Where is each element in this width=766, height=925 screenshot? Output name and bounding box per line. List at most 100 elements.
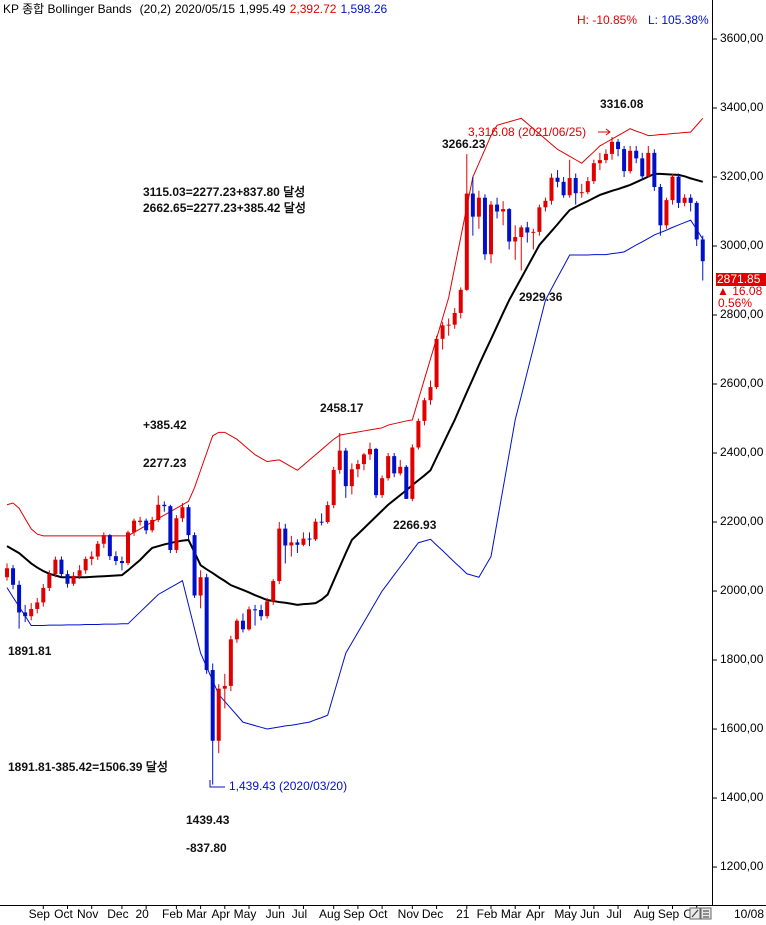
candle-body (126, 532, 130, 564)
candle-body (23, 612, 28, 617)
candle-body (228, 639, 233, 686)
candle-body (53, 559, 58, 575)
candle-body (5, 568, 9, 578)
close: 1,995.49 (239, 2, 286, 16)
x-tick-label: Apr (526, 907, 545, 921)
high-arrow (598, 128, 611, 136)
candle-body (95, 543, 100, 557)
upper: 2,392.72 (290, 2, 337, 16)
candle-body (646, 152, 651, 177)
candle-body (482, 197, 487, 255)
candle-body (622, 149, 627, 172)
candle-body (361, 454, 366, 465)
candle-body (579, 192, 584, 194)
candle-body (585, 181, 590, 193)
candle-body (180, 507, 185, 519)
price-change: ▲ 16.08 (717, 284, 763, 298)
x-tick-label: Mar (186, 907, 207, 921)
candle-body (670, 176, 675, 201)
candle-body (41, 587, 46, 603)
candle-body (319, 521, 324, 523)
candle-body (434, 338, 439, 388)
x-tick-label: Jul (292, 907, 307, 921)
x-tick-label: Feb (162, 907, 183, 921)
candle-body (519, 227, 524, 238)
candle-body (162, 504, 167, 507)
candle-body (368, 448, 372, 455)
candle-body (210, 670, 215, 741)
candle-body (531, 231, 536, 233)
x-tick-label: Aug (634, 907, 655, 921)
candle-body (295, 542, 300, 545)
x-tick-label: May (554, 907, 577, 921)
x-tick-label: Dec (422, 907, 443, 921)
annotation: 2277.23 (143, 456, 187, 470)
candle-body (416, 420, 421, 448)
candle-body (682, 197, 687, 203)
candle-body (422, 400, 427, 421)
candle-body (289, 542, 294, 546)
annotation: 3316.08 (600, 97, 644, 111)
candle-body (277, 528, 282, 582)
candle-body (561, 181, 566, 196)
axes: 1200,00 1400,00 1600,00 1800,00 2000,00 2200,… (29, 31, 764, 921)
candle-body (549, 177, 554, 201)
x-tick-label: Apr (211, 907, 230, 921)
band-line (6, 117, 704, 537)
candle-body (513, 237, 518, 242)
candle-body (107, 535, 112, 557)
band-line (6, 219, 704, 730)
candle-body (271, 581, 276, 602)
candle-body (507, 209, 512, 242)
tool-icon[interactable] (703, 910, 709, 918)
y-tick-label: 1200,00 (720, 859, 764, 873)
candle-body (138, 520, 143, 523)
x-tick-label: Jul (606, 907, 621, 921)
x-tick-label: Aug (319, 907, 340, 921)
candle-body (71, 575, 76, 584)
candle-body (567, 178, 572, 196)
candle-body (591, 163, 596, 182)
candle-body (222, 685, 227, 689)
annotation: 1891.81 (8, 644, 52, 658)
candle-body (186, 507, 191, 536)
candle-body (204, 577, 209, 671)
y-tick-label: 2400,00 (720, 445, 764, 459)
candle-body (428, 387, 433, 401)
candle-body (101, 535, 106, 544)
candle-body (404, 466, 409, 499)
candle-body (216, 688, 221, 741)
candle-body (525, 227, 530, 233)
y-tick-label: 3000,00 (720, 238, 764, 252)
tool-icon[interactable] (691, 909, 699, 918)
annotation: 2929.36 (519, 290, 563, 304)
low-pct: L: 105.38% (648, 13, 709, 27)
x-tick-label: 20 (135, 907, 149, 921)
annotation: 1891.81-385.42=1506.39 달성 (8, 760, 168, 774)
y-tick-label: 2000,00 (720, 583, 764, 597)
candle-body (349, 469, 354, 487)
candle-body (35, 602, 40, 609)
candle-body (628, 150, 633, 172)
candle-body (132, 520, 137, 533)
x-tick-label: Oct (369, 907, 388, 921)
candle-body (658, 187, 663, 226)
candle-body (380, 478, 385, 496)
candle-body (652, 152, 657, 188)
x-tick-label: Jun (266, 907, 285, 921)
candle-body (458, 289, 463, 313)
price-box (716, 273, 766, 286)
candle-body (446, 324, 451, 326)
candle-body (265, 601, 270, 617)
price-pct: 0.56% (718, 296, 752, 310)
candle-body (168, 506, 173, 550)
candle-body (501, 209, 506, 212)
band-line (6, 172, 704, 606)
candle-body (307, 538, 312, 540)
candle-body (29, 608, 34, 617)
y-tick-label: 2600,00 (720, 376, 764, 390)
high-note: 3,316.08 (2021/06/25) (468, 125, 586, 139)
candle-body (337, 450, 342, 470)
y-tick-label: 3600,00 (720, 31, 764, 45)
